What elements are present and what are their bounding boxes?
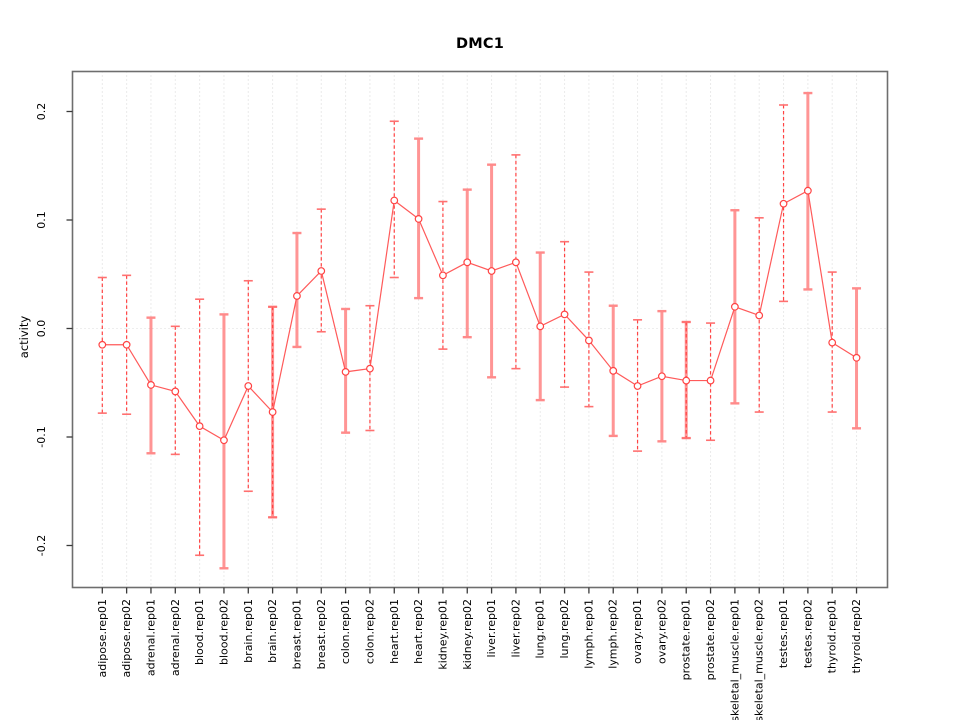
data-point (852, 353, 861, 362)
data-point (536, 322, 545, 331)
data-point (512, 258, 520, 267)
x-tick-label: ovary.rep01 (631, 599, 644, 664)
data-point (220, 436, 228, 445)
x-tick-label: heart.rep01 (388, 599, 401, 664)
x-tick-label: breast.rep01 (290, 599, 303, 669)
series-line (102, 189, 857, 442)
y-tick-label: -0.1 (35, 426, 48, 447)
data-point (560, 310, 569, 319)
data-point (633, 382, 642, 390)
x-tick-label: prostate.rep02 (704, 599, 717, 680)
data-point (390, 196, 399, 205)
x-tick-label: adipose.rep02 (120, 599, 133, 678)
y-tick-label: -0.2 (35, 535, 48, 556)
x-tick-label: liver.rep01 (485, 599, 498, 657)
x-tick-label: adipose.rep01 (96, 599, 109, 678)
data-point (147, 381, 155, 389)
x-tick-label: heart.rep02 (412, 599, 425, 664)
y-tick-label: 0.0 (35, 320, 48, 338)
data-point (244, 382, 253, 390)
data-point (755, 311, 764, 320)
data-point (706, 376, 715, 385)
data-point (98, 340, 107, 349)
y-tick-label: 0.2 (35, 103, 48, 121)
data-point (487, 267, 496, 275)
x-tick-label: kidney.rep01 (436, 599, 449, 670)
chart-title: DMC1 (456, 36, 504, 52)
data-point (803, 186, 812, 195)
data-point (730, 302, 739, 311)
x-tick-label: prostate.rep01 (680, 599, 693, 680)
x-tick-label: lung.rep02 (558, 599, 571, 659)
data-point (317, 267, 326, 275)
data-point (195, 422, 204, 431)
x-tick-label: ovary.rep02 (655, 599, 668, 664)
data-point (122, 340, 131, 349)
x-tick-label: testes.rep02 (801, 599, 814, 668)
x-tick-label: blood.rep01 (193, 599, 206, 665)
data-point (779, 199, 788, 208)
x-tick-label: brain.rep01 (242, 599, 255, 663)
data-point (171, 387, 180, 396)
x-tick-label: skeletal_muscle.rep01 (728, 599, 741, 720)
data-point (609, 366, 618, 375)
x-tick-label: thyroid.rep02 (850, 599, 863, 673)
x-tick-label: liver.rep02 (509, 599, 522, 657)
data-point (341, 368, 350, 376)
data-point (366, 364, 374, 373)
data-point (293, 292, 301, 300)
x-tick-label: testes.rep01 (777, 599, 790, 668)
data-point (585, 336, 593, 345)
x-tick-label: lymph.rep02 (607, 599, 620, 669)
x-tick-label: kidney.rep02 (461, 599, 474, 670)
data-point (828, 338, 837, 347)
x-tick-label: lymph.rep01 (582, 599, 595, 669)
x-tick-label: brain.rep02 (266, 599, 279, 663)
y-tick-label: 0.1 (35, 211, 48, 229)
x-tick-label: breast.rep02 (315, 599, 328, 669)
x-tick-label: colon.rep01 (339, 599, 352, 664)
data-point (268, 408, 277, 416)
x-tick-label: thyroid.rep01 (826, 599, 839, 673)
plot-frame (71, 70, 889, 589)
data-point (463, 258, 472, 267)
x-tick-label: adrenal.rep01 (144, 599, 157, 676)
data-point (657, 372, 666, 381)
x-tick-label: skeletal_muscle.rep02 (753, 599, 766, 720)
x-tick-label: colon.rep02 (363, 599, 376, 664)
data-point (414, 215, 423, 223)
x-tick-label: adrenal.rep02 (169, 599, 182, 676)
data-point (682, 376, 691, 385)
data-point (439, 271, 447, 280)
x-tick-label: blood.rep02 (217, 599, 230, 665)
x-tick-label: lung.rep01 (534, 599, 547, 659)
